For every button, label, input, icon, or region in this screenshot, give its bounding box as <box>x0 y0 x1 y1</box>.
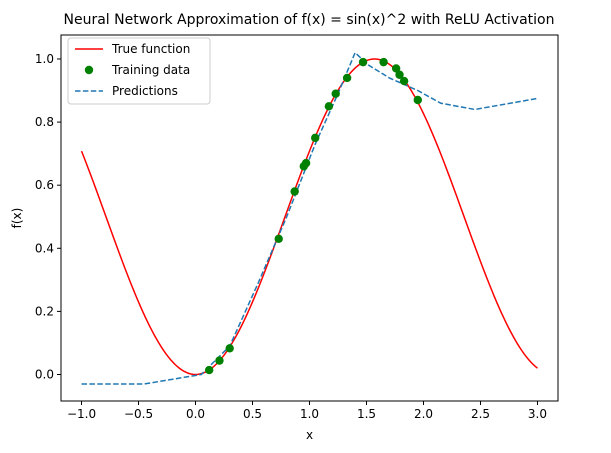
y-tick-label: 0.8 <box>35 115 54 129</box>
x-tick-label: 3.0 <box>528 407 547 421</box>
ticks-layer: −1.0 −0.5 0.0 0.5 1.0 1.5 2.0 2.5 3.0 0.0 0.2 0.4 0.… <box>35 52 547 421</box>
y-axis-label: f(x) <box>10 208 24 229</box>
y-tick-label: 0.0 <box>35 367 54 381</box>
training-data-point <box>274 234 283 244</box>
training-data-point <box>290 187 299 196</box>
x-tick-label: 1.0 <box>300 407 319 421</box>
training-data-point <box>204 365 214 375</box>
legend: True function Training data Predictions <box>67 37 211 105</box>
x-tick-label: 1.5 <box>357 407 376 421</box>
y-tick-label: 1.0 <box>35 52 54 66</box>
training-data-point <box>311 133 320 143</box>
series-line-true-function <box>80 58 538 376</box>
x-tick-label: 0.5 <box>243 407 262 421</box>
training-data-point <box>342 73 352 83</box>
legend-label: Training data <box>111 63 190 77</box>
x-axis-label: x <box>306 428 313 442</box>
chart-title: Neural Network Approximation of f(x) = s… <box>64 12 555 28</box>
training-data-point <box>215 356 224 365</box>
training-data-point <box>395 70 404 79</box>
legend-label: True function <box>111 42 190 56</box>
legend-label: Predictions <box>112 84 178 98</box>
training-data-point <box>225 344 234 353</box>
plot-layer <box>80 51 538 385</box>
x-tick-label: 0.0 <box>186 407 205 421</box>
x-tick-label: −0.5 <box>124 407 153 421</box>
y-tick-label: 0.4 <box>35 241 54 255</box>
legend-box <box>67 37 211 105</box>
training-data-point <box>379 57 388 67</box>
y-tick-label: 0.2 <box>35 304 54 318</box>
training-data-point <box>399 76 409 86</box>
legend-marker-training-data <box>84 65 94 75</box>
training-data-point <box>331 89 340 98</box>
training-data-point <box>413 95 422 105</box>
training-data-point <box>301 158 311 168</box>
training-data-point <box>391 64 401 73</box>
training-data-point <box>324 102 334 111</box>
x-tick-label: 2.0 <box>414 407 433 421</box>
x-tick-label: 2.5 <box>471 407 490 421</box>
training-data-point <box>358 57 368 67</box>
x-tick-label: −1.0 <box>67 407 96 421</box>
y-tick-label: 0.6 <box>35 178 54 192</box>
